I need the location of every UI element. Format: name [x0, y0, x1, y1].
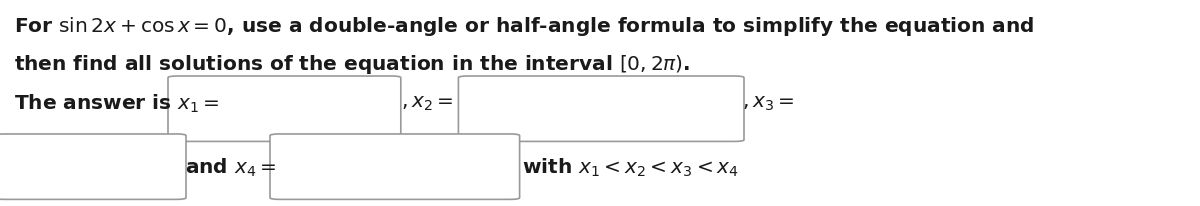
Text: with $x_1 < x_2 < x_3 < x_4$: with $x_1 < x_2 < x_3 < x_4$: [522, 156, 739, 178]
Text: then find all solutions of the equation in the interval $[0, 2\pi)$.: then find all solutions of the equation …: [14, 52, 691, 75]
FancyBboxPatch shape: [0, 134, 186, 199]
FancyBboxPatch shape: [270, 134, 520, 199]
Text: The answer is $x_1=$: The answer is $x_1=$: [14, 92, 220, 114]
Text: For $\sin 2x + \cos x = 0$, use a double-angle or half-angle formula to simplify: For $\sin 2x + \cos x = 0$, use a double…: [14, 15, 1034, 38]
FancyBboxPatch shape: [168, 77, 401, 142]
Text: and $x_4=$: and $x_4=$: [185, 156, 276, 178]
Text: $, x_2=$: $, x_2=$: [401, 94, 454, 112]
Text: $, x_3=$: $, x_3=$: [742, 94, 794, 112]
FancyBboxPatch shape: [458, 77, 744, 142]
